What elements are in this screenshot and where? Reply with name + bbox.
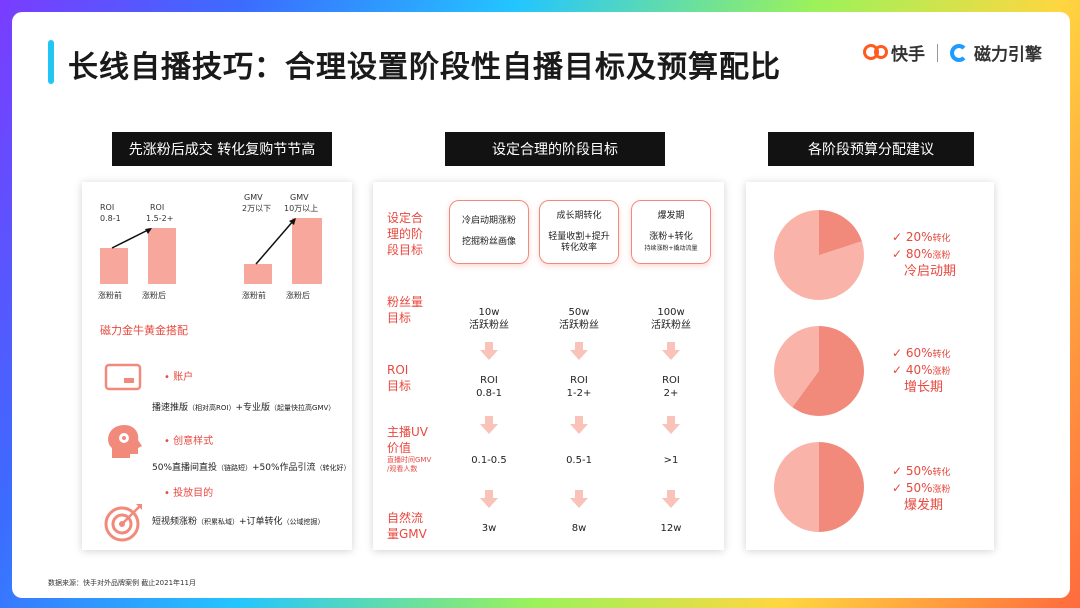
desc-goal: 短视频涨粉（积累私域）+订单转化（公域挖掘）: [152, 517, 325, 527]
slide: 长线自播技巧：合理设置阶段性自播目标及预算配比 快手 磁力引擎 ROI 0.8-…: [12, 12, 1070, 598]
down-arrow-icon: [480, 490, 498, 508]
cell-gmv-burst: 12w: [660, 523, 682, 534]
gmv-after-label: GMV: [290, 193, 309, 202]
cell-fans-burst: 100w 活跃粉丝: [651, 307, 691, 331]
cili-logo-icon: [950, 43, 968, 62]
gmv-x-after: 涨粉后: [286, 291, 310, 300]
brand-logos: 快手 磁力引擎: [863, 40, 1042, 65]
pie-growth: [774, 326, 864, 416]
gmv-after-bar: [292, 218, 322, 284]
stage-box-cold-start: 冷启动期涨粉 挖掘粉丝画像: [449, 200, 529, 264]
bullet-account: • 账户: [164, 372, 194, 383]
down-arrow-icon: [662, 416, 680, 434]
cell-uv-cold: 0.1-0.5: [471, 455, 507, 466]
gmv-before-bar: [244, 264, 272, 284]
row-label-fans: 粉丝量 目标: [387, 295, 424, 325]
gmv-before-label: GMV: [244, 193, 263, 202]
header-stage-goals: 设定合理的阶段目标: [445, 132, 665, 166]
desc-account: 播速推版（相对高ROI）+专业版（起量快拉高GMV）: [152, 403, 336, 413]
roi-x-before: 涨粉前: [98, 291, 122, 300]
down-arrow-icon: [480, 416, 498, 434]
kuaishou-logo-icon: [863, 43, 888, 62]
header-fans-first: 先涨粉后成交 转化复购节节高: [112, 132, 332, 166]
panel-stage-goals: 设定合 理的阶 段目标 粉丝量 目标 ROI 目标 主播UV 价值 直播时间GMV/观看人…: [373, 182, 724, 550]
row-label-roi: ROI 目标: [387, 363, 412, 393]
pie-legend-growth: ✓ 60%转化 ✓ 40%涨粉 增长期: [892, 346, 951, 395]
cell-fans-cold: 10w 活跃粉丝: [469, 307, 509, 331]
desc-creative: 50%直播间直投（链路短）+50%作品引流（转化好）: [152, 463, 351, 473]
cell-gmv-growth: 8w: [571, 523, 587, 534]
cell-roi-burst: ROI 2+: [662, 375, 680, 399]
gmv-x-before: 涨粉前: [242, 291, 266, 300]
title-accent-bar: [48, 40, 54, 84]
down-arrow-icon: [662, 490, 680, 508]
header-budget-allocation: 各阶段预算分配建议: [768, 132, 974, 166]
roi-before-label: ROI: [100, 203, 115, 212]
golden-combo-title: 磁力金牛黄金搭配: [100, 324, 188, 337]
pie-burst: [774, 442, 864, 532]
bullet-creative: • 创意样式: [164, 436, 214, 447]
cell-roi-cold: ROI 0.8-1: [476, 375, 502, 399]
pie-legend-burst: ✓ 50%转化 ✓ 50%涨粉 爆发期: [892, 464, 951, 513]
panel-budget-allocation: ✓ 20%转化 ✓ 80%涨粉 冷启动期 ✓ 60%转化 ✓ 40%涨粉 增长期…: [746, 182, 994, 550]
stage-box-growth: 成长期转化 轻量收割+提升 转化效率: [539, 200, 619, 264]
roi-x-after: 涨粉后: [142, 291, 166, 300]
gmv-after-value: 10万以上: [284, 204, 319, 213]
down-arrow-icon: [570, 490, 588, 508]
roi-before-value: 0.8-1: [100, 214, 121, 223]
roi-after-label: ROI: [150, 203, 165, 212]
stage-box-burst: 爆发期 涨粉+转化 持续涨粉+撬动流量: [631, 200, 711, 264]
roi-before-bar: [100, 248, 128, 284]
row-label-uv: 主播UV 价值 直播时间GMV/观看人数: [387, 425, 432, 473]
kuaishou-logo-text: 快手: [891, 45, 925, 65]
down-arrow-icon: [662, 342, 680, 360]
pie-legend-cold-start: ✓ 20%转化 ✓ 80%涨粉 冷启动期: [892, 230, 957, 279]
down-arrow-icon: [570, 416, 588, 434]
cili-logo-text: 磁力引擎: [974, 45, 1042, 65]
cell-uv-burst: >1: [663, 455, 679, 466]
cell-roi-growth: ROI 1-2+: [566, 375, 592, 399]
card-icon: [104, 363, 142, 391]
cell-gmv-cold: 3w: [481, 523, 497, 534]
panel-fans-first: ROI 0.8-1 ROI 1.5-2+ 涨粉前 涨粉后 GMV 2万以下 GM…: [82, 182, 352, 550]
gmv-trend-arrow: [255, 218, 296, 265]
cell-fans-growth: 50w 活跃粉丝: [559, 307, 599, 331]
row-label-stage: 设定合 理的阶 段目标: [387, 211, 424, 257]
down-arrow-icon: [480, 342, 498, 360]
roi-after-value: 1.5-2+: [146, 214, 174, 223]
head-gear-icon: [108, 424, 142, 458]
down-arrow-icon: [570, 342, 588, 360]
bullet-goal: • 投放目的: [164, 488, 214, 499]
logo-divider: [937, 43, 938, 62]
target-icon: [104, 504, 142, 542]
gmv-before-value: 2万以下: [242, 204, 272, 213]
pie-cold-start: [774, 210, 864, 300]
roi-trend-arrow: [111, 228, 152, 249]
page-title: 长线自播技巧：合理设置阶段性自播目标及预算配比: [68, 50, 781, 85]
data-source-footnote: 数据来源：快手对外品牌案例 截止2021年11月: [48, 579, 196, 587]
roi-after-bar: [148, 228, 176, 284]
cell-uv-growth: 0.5-1: [566, 455, 592, 466]
row-label-gmv: 自然流 量GMV: [387, 511, 427, 541]
